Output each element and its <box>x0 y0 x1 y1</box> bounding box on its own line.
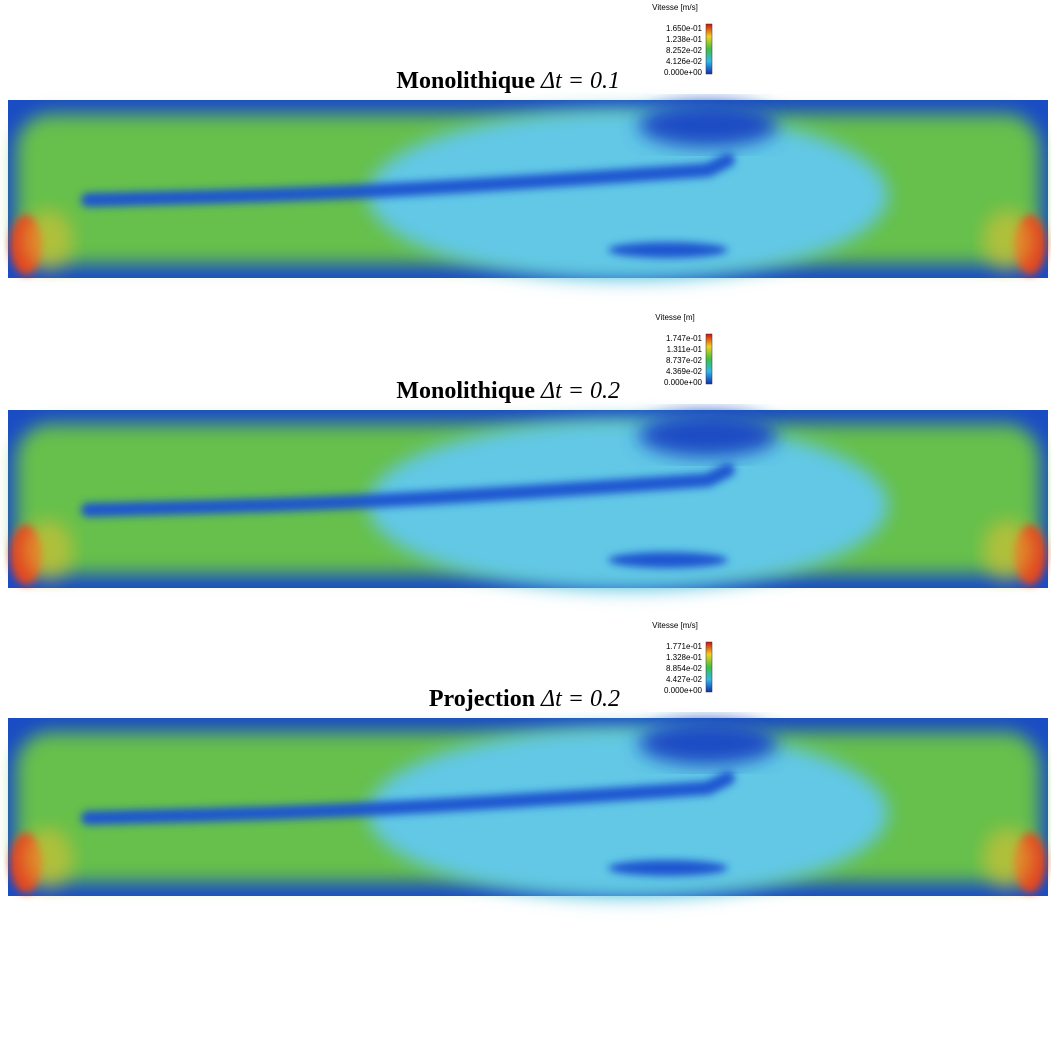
legend-label: 4.427e-02 <box>666 675 703 684</box>
velocity-field <box>8 718 1048 898</box>
slow-region <box>638 721 778 765</box>
fast-region <box>23 210 73 270</box>
legend-label: 0.000e+00 <box>664 378 703 387</box>
time-step: Δt = 0.2 <box>540 378 620 404</box>
fast-region <box>983 828 1033 888</box>
method: Projection <box>429 686 535 712</box>
legend-label: 4.126e-02 <box>666 57 703 66</box>
velocity-field <box>8 410 1048 590</box>
legend-label: 1.650e-01 <box>666 24 703 33</box>
legend-label: 8.854e-02 <box>666 664 703 673</box>
figure: X₂ X₁ X₃ MonolithiqueΔt = 0.1Vitesse [m/… <box>0 0 1051 1052</box>
legend-label: 8.252e-02 <box>666 46 703 55</box>
time-step: Δt = 0.1 <box>540 68 620 94</box>
slow-region <box>638 103 778 147</box>
legend-label: 4.369e-02 <box>666 367 703 376</box>
method: Monolithique <box>396 378 535 404</box>
legend-label: 1.771e-01 <box>666 642 703 651</box>
wake <box>608 242 728 258</box>
wake <box>608 860 728 876</box>
fast-region <box>23 828 73 888</box>
colorbar <box>706 334 712 384</box>
fast-region <box>983 520 1033 580</box>
legend-label: 1.747e-01 <box>666 334 703 343</box>
legend-title: Vitesse [m/s] <box>652 621 698 630</box>
legend-label: 1.328e-01 <box>666 653 703 662</box>
legend-label: 1.238e-01 <box>666 35 703 44</box>
wake <box>608 552 728 568</box>
legend-title: Vitesse [m] <box>655 313 694 322</box>
slow-region <box>638 413 778 457</box>
velocity-field <box>8 100 1048 280</box>
legend-label: 0.000e+00 <box>664 686 703 695</box>
legend-label: 0.000e+00 <box>664 68 703 77</box>
time-step: Δt = 0.2 <box>540 686 620 712</box>
fast-region <box>983 210 1033 270</box>
legend-label: 8.737e-02 <box>666 356 703 365</box>
legend-title: Vitesse [m/s] <box>652 3 698 12</box>
colorbar <box>706 24 712 74</box>
legend-label: 1.311e-01 <box>667 345 703 354</box>
fast-region <box>23 520 73 580</box>
method: Monolithique <box>396 68 535 94</box>
colorbar <box>706 642 712 692</box>
